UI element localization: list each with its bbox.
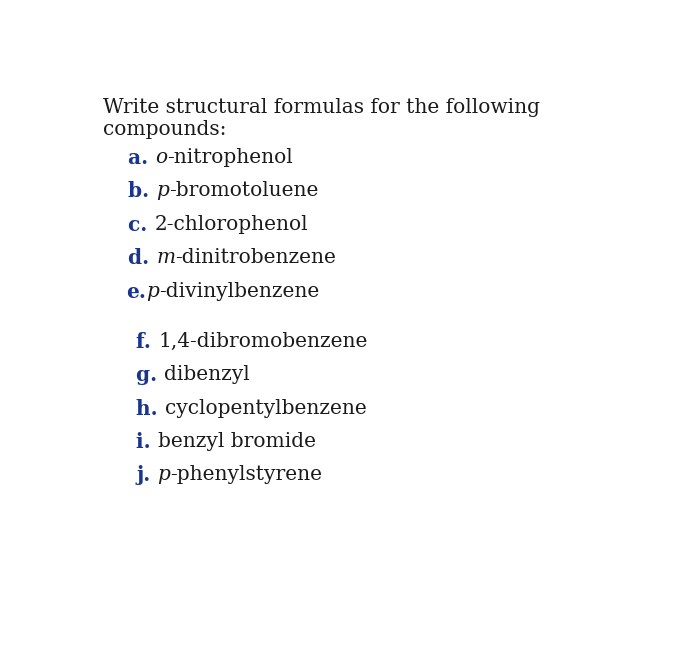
Text: compounds:: compounds: [103, 120, 226, 140]
Text: -dinitrobenzene: -dinitrobenzene [176, 248, 336, 267]
Text: g.: g. [136, 365, 164, 385]
Text: f.: f. [136, 332, 158, 351]
Text: a.: a. [128, 148, 155, 168]
Text: p: p [156, 182, 169, 200]
Text: p: p [158, 466, 171, 484]
Text: h.: h. [136, 399, 165, 419]
Text: e.: e. [127, 282, 146, 302]
Text: cyclopentylbenzene: cyclopentylbenzene [165, 399, 367, 418]
Text: Write structural formulas for the following: Write structural formulas for the follow… [103, 98, 540, 117]
Text: b.: b. [128, 182, 156, 202]
Text: c.: c. [128, 215, 155, 235]
Text: 1,4-dibromobenzene: 1,4-dibromobenzene [158, 332, 368, 351]
Text: -bromotoluene: -bromotoluene [169, 182, 318, 200]
Text: benzyl bromide: benzyl bromide [158, 432, 316, 451]
Text: d.: d. [128, 248, 156, 269]
Text: -divinylbenzene: -divinylbenzene [160, 282, 320, 301]
Text: o: o [155, 148, 167, 167]
Text: 2-chlorophenol: 2-chlorophenol [155, 215, 308, 234]
Text: m: m [156, 248, 176, 267]
Text: i.: i. [136, 432, 158, 452]
Text: -phenylstyrene: -phenylstyrene [171, 466, 323, 484]
Text: dibenzyl: dibenzyl [164, 365, 250, 384]
Text: j.: j. [136, 466, 158, 486]
Text: p: p [146, 282, 160, 301]
Text: -nitrophenol: -nitrophenol [167, 148, 293, 167]
